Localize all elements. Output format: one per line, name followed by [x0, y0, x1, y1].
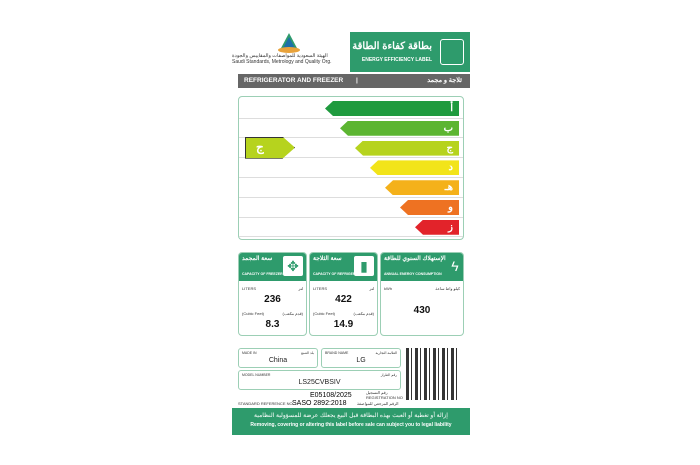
made-in-label: MADE IN — [242, 351, 257, 355]
energy-title-en: ANNUAL ENERGY CONSUMPTION — [384, 272, 442, 276]
class-arrow: ج — [355, 140, 459, 156]
legal-footer: إزالة أو تغطية أو العبث بهذه البطاقة قبل… — [232, 408, 470, 435]
model-value: LS25CVBSIV — [298, 379, 341, 386]
fridge-unit-en: LITERS — [313, 286, 328, 291]
scale-row: أ — [239, 99, 463, 119]
category-bar: REFRIGERATOR AND FREEZER | ثلاجة و مجمد — [238, 74, 470, 88]
footer-en: Removing, covering or altering this labe… — [250, 422, 452, 428]
class-arrow: د — [370, 160, 459, 176]
title-en: ENERGY EFFICIENCY LABEL — [361, 57, 432, 63]
refrigerator-capacity-box: سعة الثلاجة CAPACITY OF REFRIGERATOR ▮ LIT… — [309, 252, 378, 336]
freezer-unit-ar: لتر — [298, 286, 303, 291]
qr-code[interactable] — [406, 348, 458, 400]
scale-row: ز — [239, 218, 463, 238]
saso-logo: الهيئة السعودية للمواصفات والمقاييس والج… — [232, 32, 346, 74]
category-en: REFRIGERATOR AND FREEZER — [244, 77, 344, 84]
energy-title-ar: الإستهلاك السنوي للطاقة — [384, 256, 446, 262]
made-in-value: China — [268, 357, 288, 364]
freezer-liters: 236 — [264, 294, 281, 305]
fridge-icon — [440, 39, 464, 65]
scale-row: د — [239, 158, 463, 178]
energy-unit-ar: كيلو واط ساعة — [435, 286, 460, 291]
made-in-label-ar: بلد الصنع — [301, 351, 314, 355]
fridge-liters: 422 — [335, 294, 352, 305]
org-name-ar: الهيئة السعودية للمواصفات والمقاييس والج… — [232, 53, 328, 59]
fridge-cf-en: (Cubic Feet) — [313, 311, 336, 316]
class-arrow: ز — [415, 219, 459, 235]
brand-field: BRAND NAME العلامة التجارية LG — [321, 348, 401, 368]
milk-carton-icon: ▮ — [354, 256, 374, 276]
freezer-cf-ar: (قدم مكعب) — [282, 311, 304, 316]
registration-number: E05108/2025 — [310, 392, 352, 399]
class-arrow: هـ — [385, 180, 459, 196]
efficiency-scale: أ ب ج ج د هـ و ز — [238, 96, 464, 240]
fridge-title-ar: سعة الثلاجة — [313, 256, 342, 262]
category-ar: ثلاجة و مجمد — [427, 77, 462, 84]
class-arrow: ب — [340, 120, 459, 136]
saso-logo-icon — [278, 33, 300, 53]
title-ar: بطاقة كفاءة الطاقة — [352, 41, 432, 52]
scale-row: ب — [239, 119, 463, 139]
class-arrow: و — [400, 200, 459, 215]
energy-label: الهيئة السعودية للمواصفات والمقاييس والج… — [232, 30, 470, 435]
brand-label: BRAND NAME — [325, 351, 349, 355]
fridge-unit-ar: لتر — [369, 286, 374, 291]
registration-label-ar: رقم التسجيل — [366, 390, 388, 395]
registration-label: REGISTRATION NO — [366, 395, 403, 400]
energy-consumption-box: الإستهلاك السنوي للطاقة ANNUAL ENERGY CON… — [380, 252, 464, 336]
fridge-cf-ar: (قدم مكعب) — [353, 311, 375, 316]
standard-label: STANDARD REFERENCE NO — [238, 401, 293, 406]
brand-label-ar: العلامة التجارية — [375, 351, 397, 355]
rating-indicator: ج — [245, 136, 295, 159]
freezer-unit-en: LITERS — [242, 286, 257, 291]
model-label-ar: رقم الطراز — [380, 373, 397, 377]
freezer-cubic-feet: 8.3 — [265, 319, 280, 330]
brand-value: LG — [356, 357, 366, 364]
energy-unit-en: kWh — [384, 286, 392, 291]
category-separator: | — [356, 77, 358, 84]
freezer-title-en: CAPACITY OF FREEZER — [242, 272, 283, 276]
freezer-cf-en: (Cubic Feet) — [242, 311, 265, 316]
made-in-field: MADE IN بلد الصنع China — [238, 348, 318, 368]
org-name-en: Saudi Standards, Metrology and Quality O… — [232, 58, 332, 65]
fridge-title-en: CAPACITY OF REFRIGERATOR — [313, 272, 366, 276]
scale-row: هـ — [239, 178, 463, 198]
lightning-icon: ϟ — [451, 258, 459, 274]
label-header: بطاقة كفاءة الطاقة ENERGY EFFICIENCY LAB… — [350, 32, 470, 72]
footer-ar: إزالة أو تغطية أو العبث بهذه البطاقة قبل… — [254, 413, 448, 419]
model-field: MODEL NUMBER رقم الطراز LS25CVBSIV — [238, 370, 401, 390]
standard-label-ar: الرقم المرجعي للمواصفة — [357, 401, 399, 406]
standard-number: SASO 2892:2018 — [292, 400, 347, 407]
fridge-cubic-feet: 14.9 — [333, 319, 354, 330]
freezer-capacity-box: سعة المجمد CAPACITY OF FREEZER ✥ LITERS لت… — [238, 252, 307, 336]
scale-row: و — [239, 198, 463, 218]
freezer-icon: ✥ — [283, 256, 303, 276]
freezer-title-ar: سعة المجمد — [242, 256, 273, 262]
model-label: MODEL NUMBER — [242, 373, 271, 377]
energy-value: 430 — [413, 305, 431, 316]
class-arrow: أ — [325, 101, 459, 116]
